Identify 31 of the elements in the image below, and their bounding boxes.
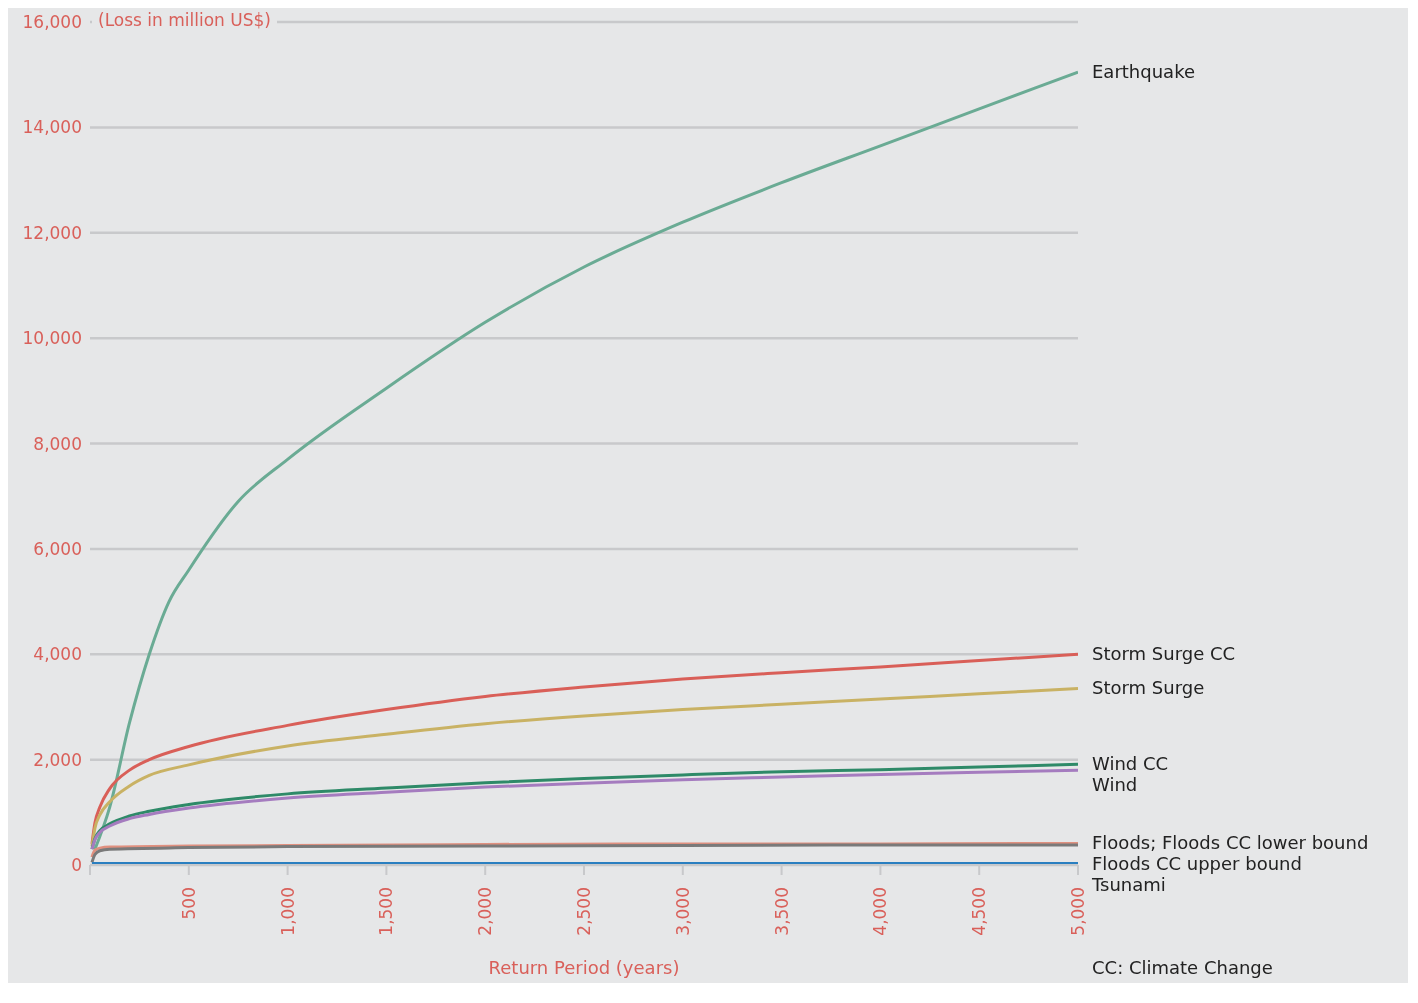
x-tick-label: 4,000	[870, 887, 891, 936]
series-label: Storm Surge	[1092, 677, 1205, 699]
y-tick-label: 2,000	[33, 749, 82, 770]
series-label: Floods CC upper bound	[1092, 853, 1302, 875]
series-label: Earthquake	[1092, 61, 1195, 83]
x-tick-label: 3,000	[672, 887, 693, 936]
y-tick-label: 10,000	[22, 328, 82, 349]
y-tick-label: 0	[71, 855, 82, 876]
y-tick-label: 8,000	[33, 433, 82, 454]
x-tick-label: 5,000	[1068, 887, 1088, 936]
line-series	[93, 70, 1078, 851]
y-axis-title: (Loss in million US$)	[92, 10, 277, 30]
series-label: Floods; Floods CC lower bound	[1092, 832, 1369, 854]
x-tick-label: 2,500	[574, 887, 594, 936]
x-tick-label: 2,000	[475, 887, 496, 936]
series-label: Storm Surge CC	[1092, 643, 1236, 665]
series-label: Wind	[1092, 774, 1138, 796]
y-tick-label: 4,000	[33, 644, 82, 665]
x-tick-label: 4,500	[969, 887, 990, 936]
y-tick-label: 14,000	[22, 117, 82, 138]
y-tick-label: 16,000	[22, 12, 82, 33]
y-tick-label: 6,000	[33, 538, 82, 559]
y-tick-label: 12,000	[22, 222, 82, 243]
x-tick-label: 500	[178, 887, 199, 920]
series-label: Tsunami	[1092, 874, 1166, 896]
x-tick-label: 1,000	[277, 887, 298, 936]
x-axis-title: Return Period (years)	[487, 957, 681, 978]
x-tick-label: 1,500	[376, 887, 397, 936]
series-label: Wind CC	[1092, 753, 1169, 775]
text: CC: Climate Change	[1092, 957, 1273, 978]
x-tick-label: 3,500	[771, 887, 792, 936]
